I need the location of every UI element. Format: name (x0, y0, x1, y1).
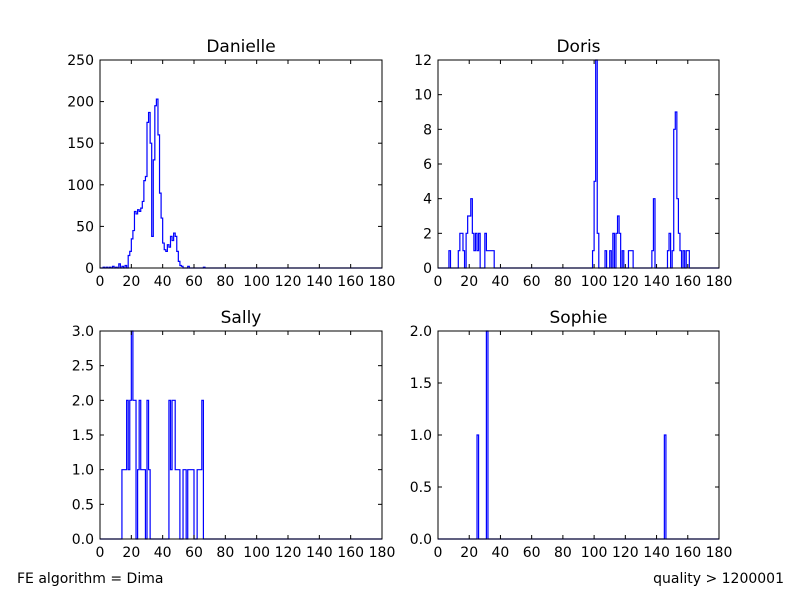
y-tick-label: 2.0 (410, 324, 432, 340)
x-tick-label: 60 (185, 545, 203, 561)
y-tick-label: 1.5 (72, 428, 94, 444)
x-tick-label: 0 (96, 545, 105, 561)
y-tick-label: 0.5 (410, 480, 432, 496)
x-tick-label: 40 (154, 274, 172, 290)
chart-title: Sophie (550, 308, 608, 328)
footer-quality-label: quality > 1200001 (653, 571, 784, 587)
y-tick-label: 0.0 (410, 532, 432, 548)
y-tick-label: 12 (414, 53, 432, 69)
y-tick-label: 250 (67, 53, 94, 69)
y-tick-label: 0 (85, 261, 94, 277)
y-tick-label: 150 (67, 136, 94, 152)
footer-algorithm-label: FE algorithm = Dima (17, 571, 164, 587)
axes-frame (99, 330, 383, 540)
y-tick-label: 0.5 (72, 497, 94, 513)
x-tick-label: 160 (337, 545, 364, 561)
x-tick-label: 140 (306, 545, 333, 561)
y-tick-label: 100 (67, 178, 94, 194)
x-tick-label: 160 (674, 545, 701, 561)
y-tick-label: 6 (423, 157, 432, 173)
x-tick-label: 120 (275, 274, 302, 290)
y-tick-label: 2.5 (72, 359, 94, 375)
y-tick-label: 3.0 (72, 324, 94, 340)
x-tick-label: 100 (581, 274, 608, 290)
x-tick-label: 100 (243, 545, 270, 561)
x-tick-label: 100 (243, 274, 270, 290)
x-tick-label: 60 (523, 545, 541, 561)
x-tick-label: 180 (369, 545, 396, 561)
histogram-series-danielle (100, 98, 382, 269)
x-tick-label: 20 (122, 545, 140, 561)
chart-title: Danielle (206, 37, 275, 57)
y-tick-label: 2.0 (72, 393, 94, 409)
axes-frame (437, 330, 720, 540)
y-tick-label: 1.0 (410, 428, 432, 444)
histogram-series-sophie (438, 330, 719, 540)
x-tick-label: 140 (306, 274, 333, 290)
y-tick-label: 50 (76, 219, 94, 235)
x-tick-label: 0 (434, 545, 443, 561)
x-tick-label: 20 (122, 274, 140, 290)
histogram-series-sally (100, 330, 382, 540)
x-tick-label: 120 (275, 545, 302, 561)
y-tick-label: 10 (414, 88, 432, 104)
x-tick-label: 80 (216, 274, 234, 290)
y-tick-label: 0.0 (72, 532, 94, 548)
x-tick-label: 40 (492, 274, 510, 290)
x-tick-label: 180 (706, 545, 733, 561)
x-tick-label: 20 (460, 545, 478, 561)
y-tick-label: 4 (423, 192, 432, 208)
x-tick-label: 40 (154, 545, 172, 561)
x-tick-label: 100 (581, 545, 608, 561)
x-tick-label: 0 (96, 274, 105, 290)
x-tick-label: 120 (612, 274, 639, 290)
x-tick-label: 180 (706, 274, 733, 290)
x-tick-label: 160 (674, 274, 701, 290)
axes-frame (99, 59, 383, 269)
x-tick-label: 140 (643, 545, 670, 561)
y-tick-label: 1.5 (410, 376, 432, 392)
histogram-series-doris (438, 59, 719, 269)
x-tick-label: 60 (185, 274, 203, 290)
x-tick-label: 140 (643, 274, 670, 290)
x-tick-label: 120 (612, 545, 639, 561)
y-tick-label: 0 (423, 261, 432, 277)
chart-title: Sally (221, 308, 262, 328)
x-tick-label: 0 (434, 274, 443, 290)
x-tick-label: 180 (369, 274, 396, 290)
chart-title: Doris (556, 37, 600, 57)
y-tick-label: 2 (423, 226, 432, 242)
x-tick-label: 80 (554, 274, 572, 290)
y-tick-label: 8 (423, 122, 432, 138)
x-tick-label: 20 (460, 274, 478, 290)
x-tick-label: 40 (492, 545, 510, 561)
x-tick-label: 80 (216, 545, 234, 561)
x-tick-label: 80 (554, 545, 572, 561)
x-tick-label: 160 (337, 274, 364, 290)
x-tick-label: 60 (523, 274, 541, 290)
y-tick-label: 200 (67, 95, 94, 111)
y-tick-label: 1.0 (72, 463, 94, 479)
